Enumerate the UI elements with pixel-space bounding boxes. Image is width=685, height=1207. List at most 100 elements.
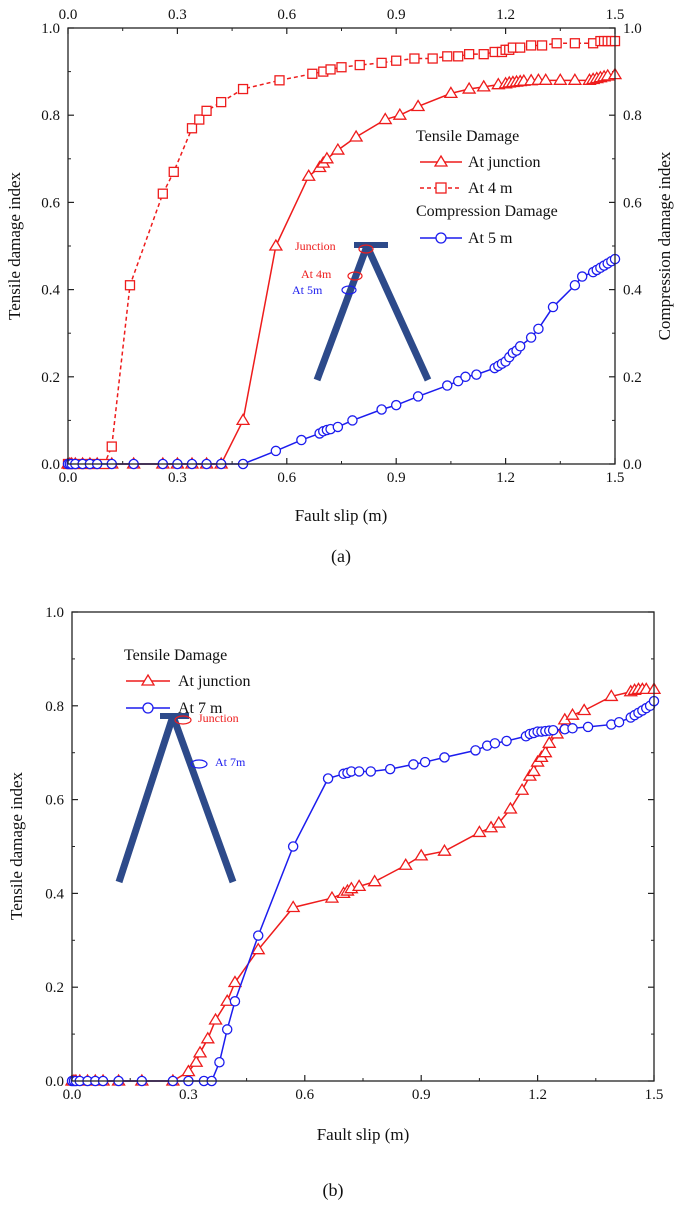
panel-a-series-at-4-m-point: [391, 55, 402, 66]
panel-b-series-at-junction-point: [604, 689, 619, 702]
panel-a-y-tick-label: 0.0: [41, 457, 60, 473]
panel-a-series-at-4-m-point: [409, 53, 420, 64]
panel-a-y-tick-label: 0.2: [41, 370, 60, 386]
panel-a-series-at-4-m-point: [106, 441, 117, 452]
panel-a-x-tick-label: 0.3: [168, 470, 187, 486]
panel-a-series-at-4-m-point: [186, 123, 198, 134]
legend-label-junction-b: At junction: [178, 673, 250, 690]
legend-group-tensile-b: Tensile Damage: [124, 647, 227, 664]
panel-a-series-at-4-m-point: [536, 40, 548, 51]
panel-b-series-at-7-m-point: [322, 773, 334, 784]
panel-b-series-at-junction-point: [200, 1031, 215, 1044]
panel-a-series-at-5-m-point: [390, 399, 402, 411]
panel-b-series-at-7-m-point: [353, 766, 365, 777]
panel-b-plot-frame: [71, 611, 655, 1082]
panel-b-y-tick-label: 0.6: [45, 793, 64, 809]
panel-b-y-tick-label: 0.4: [45, 886, 64, 902]
panel-b-y-tick-label: 0.0: [45, 1074, 64, 1090]
panel-a-y-right-tick-label: 0.8: [623, 108, 642, 124]
panel-b-series-at-junction-point: [208, 1012, 223, 1025]
panel-b-inset-schematic: Junction At 7m: [115, 711, 246, 884]
panel-a-series-at-junction-point: [538, 73, 553, 85]
panel-b-series-at-junction-point: [542, 736, 557, 748]
panel-a-label: (a): [331, 546, 351, 567]
panel-b-series-at-7-m-point: [419, 756, 431, 768]
panel-b-series-at-7-m-point: [547, 724, 559, 736]
panel-b-y-tick-label: 0.2: [45, 980, 64, 996]
panel-b: 0.0 0.3 0.6 0.9 1.2 1.5 0.0 0.2 0.4 0.6 0.8 1.0 Ten…: [7, 605, 663, 1201]
panel-b-series-at-junction-point: [437, 843, 452, 856]
panel-b-x-tick-label: 1.2: [528, 1087, 547, 1103]
truss-b-right-leg: [169, 714, 237, 884]
panel-b-label: (b): [323, 1180, 344, 1201]
panel-b-series-at-7-m-point: [613, 716, 625, 728]
panel-a-series-at-5-m-point: [442, 380, 453, 391]
panel-b-series-at-junction-point: [565, 707, 580, 720]
panel-b-y-tick-label: 1.0: [45, 605, 64, 621]
panel-a-series-at-junction-point: [348, 129, 364, 142]
inset-label-at-5m: At 5m: [292, 283, 323, 297]
panel-a-series-at-junction-point: [461, 81, 477, 94]
panel-a-x-tick-label: 0.0: [59, 470, 78, 486]
panel-b-series-at-junction-point: [324, 890, 340, 903]
panel-b-y-axis-title: Tensile damage index: [7, 772, 26, 920]
panel-b-series-at-junction-point: [192, 1045, 208, 1058]
panel-a-series-at-junction-point: [553, 73, 568, 85]
panel-a-legend: Tensile Damage At junction At 4 m Compre…: [416, 128, 558, 247]
panel-a-series: [60, 35, 623, 470]
panel-a-series-at-4-m-point: [427, 53, 438, 64]
panel-a-series-at-5-m-point: [376, 404, 387, 415]
panel-a-series-at-5-m-point: [525, 332, 537, 343]
panel-a-series-at-junction-point: [235, 413, 251, 426]
panel-a-series-at-5-m-point: [460, 371, 471, 383]
panel-a-series-at-4-m-point: [551, 38, 562, 49]
panel-b-series-at-7-m-point: [214, 1056, 225, 1068]
panel-b-series-at-7-m-point: [470, 745, 481, 756]
panel-a-series-at-junction-point: [567, 73, 583, 85]
panel-a-ticks: 0.00.00.30.30.60.60.90.91.21.21.51.50.0 0…: [41, 7, 642, 486]
legend-marker-triangle: [433, 154, 449, 167]
panel-b-series-at-7-m-point: [252, 930, 264, 941]
inset-label-junction-b: Junction: [198, 711, 239, 725]
panel-b-x-axis-title: Fault slip (m): [317, 1125, 410, 1144]
panel-a-series-at-4-m-point: [525, 40, 537, 51]
panel-b-series-at-7-m: [66, 695, 660, 1087]
panel-a-y-right-tick-label: 1.0: [623, 21, 642, 37]
panel-a-series-at-5-m-point: [412, 391, 424, 402]
panel-a-series-at-4-m-point: [569, 38, 581, 49]
panel-a-y-right-tick-label: 0.2: [623, 370, 642, 386]
panel-a-series-at-junction: [60, 67, 623, 469]
panel-a-series-at-junction-point: [319, 151, 335, 164]
panel-a-x-tick-label: 0.9: [387, 470, 406, 486]
panel-a-series-at-5-m-point: [296, 434, 307, 446]
panel-b-y-tick-label: 0.8: [45, 699, 64, 715]
panel-a-series-at-5-m-point: [514, 341, 526, 352]
panel-a-series-at-4-m-line: [68, 40, 615, 465]
legend-label-at-junction: At junction: [468, 154, 540, 171]
panel-a-y-tick-label: 1.0: [41, 21, 60, 37]
panel-a-series-at-4-m-point: [336, 62, 347, 73]
panel-a-y-right-tick-label: 0.4: [623, 283, 642, 299]
inset-label-at-7m: At 7m: [215, 755, 246, 769]
panel-a-series-at-4-m-point: [216, 96, 227, 108]
panel-b-x-tick-label: 0.3: [179, 1087, 198, 1103]
panel-a-series-at-junction-point: [410, 99, 426, 112]
junction-marker-ellipse: [358, 244, 374, 254]
legend-marker-circle: [435, 232, 447, 244]
panel-a-series-at-4-m-point: [194, 114, 205, 125]
panel-a-y2-axis-title: Compression damage index: [655, 151, 674, 340]
panel-a-series-at-4-m-point: [442, 51, 453, 62]
panel-a-series-at-5-m-point: [347, 415, 358, 426]
panel-b-series-at-7-m-point: [439, 752, 450, 763]
inset-label-at-4m: At 4m: [301, 267, 332, 281]
panel-a-x-top-tick-label: 0.9: [387, 7, 406, 23]
panel-a-y-right-tick-label: 0.6: [623, 195, 642, 211]
panel-b-series-at-7-m-point: [221, 1024, 233, 1035]
panel-b-series-at-7-m-point: [384, 763, 396, 775]
panel-a-series-at-junction-point: [392, 107, 407, 120]
panel-a-series-at-5-m-point: [270, 445, 282, 457]
inset-label-junction: Junction: [295, 239, 336, 253]
panel-a-x-tick-label: 1.5: [606, 470, 625, 486]
panel-b-series-at-junction-point: [577, 703, 592, 716]
panel-a-series-at-4-m-point: [354, 59, 365, 71]
